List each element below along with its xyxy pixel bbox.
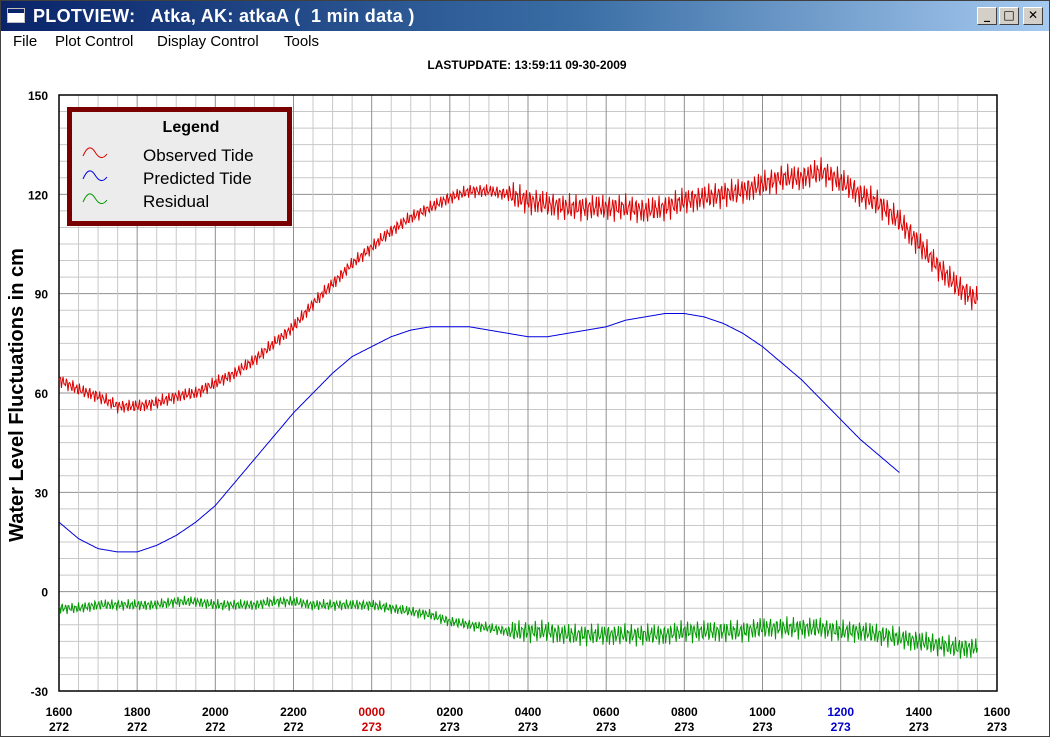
menu-tools[interactable]: Tools — [284, 33, 320, 50]
legend-background — [72, 112, 287, 221]
x-tick-label: 0200 — [436, 705, 463, 719]
maximize-button[interactable]: □ — [999, 7, 1019, 25]
legend-swatch-residual — [82, 193, 108, 204]
x-tick-day-label: 272 — [49, 720, 69, 734]
app-window-icon[interactable] — [7, 8, 25, 23]
x-tick-day-label: 272 — [127, 720, 147, 734]
x-tick-day-label: 273 — [674, 720, 694, 734]
x-tick-day-label: 272 — [283, 720, 303, 734]
y-tick-label: 30 — [35, 486, 49, 500]
x-tick-label: 0000 — [358, 705, 385, 719]
tide-chart: LASTUPDATE: 13:59:11 09-30-2009 Water Le… — [6, 58, 1011, 734]
window-title: PLOTVIEW: Atka, AK: atkaA ( 1 min data ) — [33, 6, 415, 26]
series-line-residual — [58, 595, 978, 659]
y-tick-label: 120 — [28, 188, 48, 202]
legend-swatch-observed-tide — [82, 147, 108, 158]
x-tick-day-label: 272 — [205, 720, 225, 734]
minimize-button[interactable]: _ — [977, 7, 997, 25]
x-tick-day-label: 273 — [752, 720, 772, 734]
x-tick-label: 0400 — [515, 705, 542, 719]
y-tick-label: 150 — [28, 89, 48, 103]
x-tick-label: 1200 — [827, 705, 854, 719]
x-tick-day-label: 273 — [831, 720, 851, 734]
y-tick-label: 90 — [35, 288, 49, 302]
menu-bar: File Plot Control Display Control Tools — [1, 31, 1049, 53]
x-tick-label: 1400 — [905, 705, 932, 719]
x-tick-label: 2000 — [202, 705, 229, 719]
x-tick-day-label: 273 — [909, 720, 929, 734]
x-tick-day-label: 273 — [596, 720, 616, 734]
x-tick-label: 2200 — [280, 705, 307, 719]
x-tick-label: 0600 — [593, 705, 620, 719]
chart-title: LASTUPDATE: 13:59:11 09-30-2009 — [427, 58, 627, 72]
close-button[interactable]: ✕ — [1023, 7, 1043, 25]
x-tick-label: 1800 — [124, 705, 151, 719]
x-tick-day-label: 273 — [987, 720, 1007, 734]
series-lines — [58, 157, 978, 659]
legend: Legend Observed Tide Predicted Tide Residu… — [67, 107, 292, 226]
series-line-observed-tide — [58, 157, 978, 414]
y-tick-label: 60 — [35, 387, 49, 401]
x-tick-day-label: 273 — [440, 720, 460, 734]
x-tick-day-label: 273 — [518, 720, 538, 734]
x-tick-label: 1600 — [46, 705, 73, 719]
menu-display-control[interactable]: Display Control — [157, 33, 259, 50]
legend-label-observed-tide: Observed Tide — [143, 146, 254, 165]
menu-plot-control[interactable]: Plot Control — [55, 33, 134, 50]
title-bar[interactable]: PLOTVIEW: Atka, AK: atkaA ( 1 min data )… — [1, 1, 1049, 31]
x-tick-labels: 1600272180027220002722200272000027302002… — [46, 705, 1011, 734]
y-tick-label: 0 — [41, 586, 48, 600]
legend-title: Legend — [163, 119, 220, 136]
y-axis-label: Water Level Fluctuations in cm — [6, 248, 28, 542]
menu-file[interactable]: File — [13, 33, 38, 50]
series-line-predicted-tide — [58, 313, 900, 553]
y-tick-label: -30 — [31, 685, 49, 699]
x-tick-label: 1600 — [984, 705, 1011, 719]
y-tick-labels: -30 0 30 60 90 120 150 — [28, 89, 48, 699]
x-tick-day-label: 273 — [362, 720, 382, 734]
legend-swatch-predicted-tide — [82, 170, 108, 181]
x-tick-label: 0800 — [671, 705, 698, 719]
x-tick-label: 1000 — [749, 705, 776, 719]
legend-label-predicted-tide: Predicted Tide — [143, 169, 252, 188]
legend-label-residual: Residual — [143, 192, 209, 211]
plot-area[interactable] — [58, 94, 998, 692]
